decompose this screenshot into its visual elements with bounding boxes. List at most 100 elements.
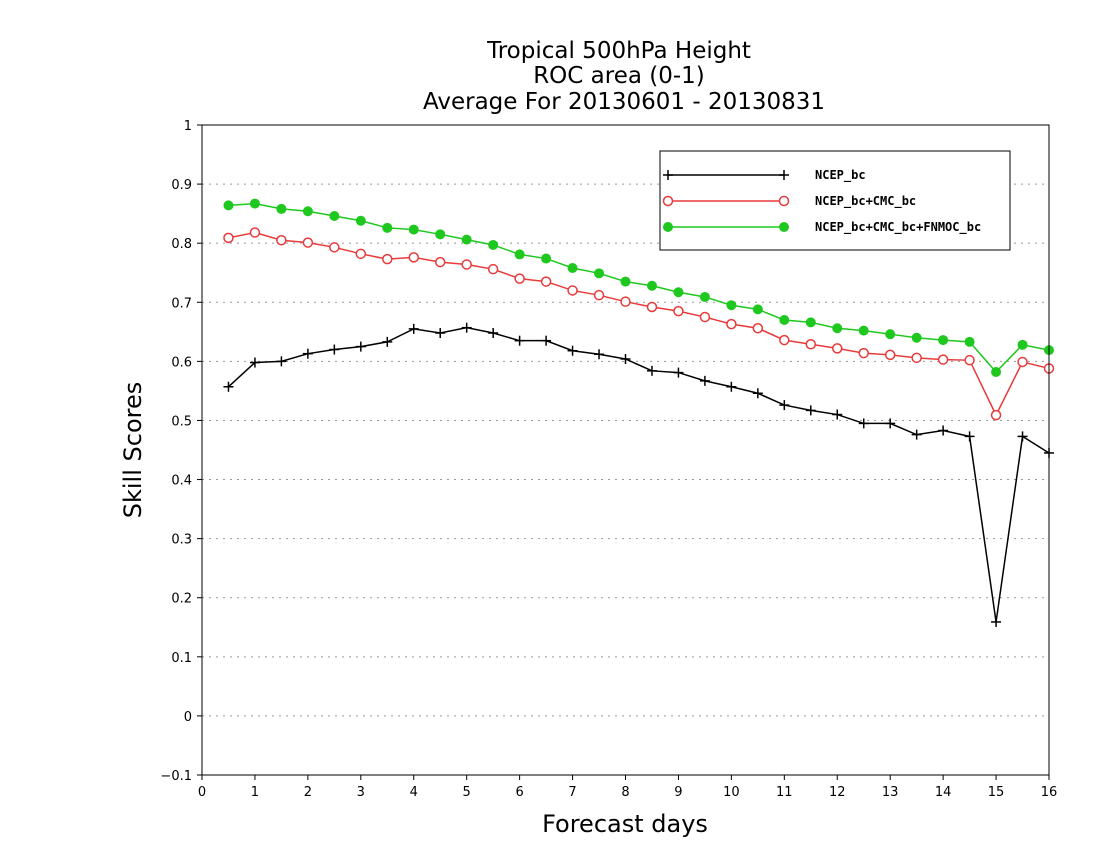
x-tick-label: 1 [251,785,259,800]
gridlines [202,183,1049,717]
data-point [620,354,631,364]
y-tick-label: 0.9 [171,178,192,193]
series-2 [223,227,1055,421]
y-tick-label: 0.7 [171,296,192,311]
data-point [752,323,764,334]
data-point [699,375,710,386]
data-point [858,325,869,336]
data-point [699,291,710,302]
title-line-3: Average For 20130601 - 20130831 [423,89,825,115]
data-point [805,338,817,350]
data-point [964,336,975,347]
data-point [885,418,896,429]
data-point [938,335,949,346]
data-point [726,381,737,392]
y-tick-label: 0 [184,710,192,725]
data-point [487,263,499,275]
data-point [567,285,578,296]
y-tick-label: −0.1 [160,769,192,784]
data-point [699,311,711,323]
data-point [779,334,790,346]
y-tick-label: 0.4 [171,474,192,489]
data-point [646,280,657,291]
x-tick-label: 7 [568,785,576,800]
y-tick-label: 0.3 [171,533,192,548]
data-point [594,268,605,279]
data-point [382,253,393,265]
x-tick-label: 10 [723,785,740,800]
x-tick-label: 9 [674,785,682,800]
data-point [1017,431,1028,442]
data-point [884,349,896,361]
data-point [911,332,922,343]
data-point [276,203,287,214]
legend-marker [778,195,790,207]
data-point [408,323,419,334]
y-tick-label: 0.5 [171,414,192,429]
x-tick-label: 13 [882,785,899,800]
data-point [620,276,631,287]
data-point [752,304,763,315]
data-point [779,400,790,411]
data-point [223,200,234,211]
data-point [329,211,340,221]
data-point [382,222,393,233]
data-point [249,357,260,368]
x-tick-label: 14 [935,785,952,800]
data-point [964,431,975,442]
data-point [249,227,261,238]
data-point [382,336,393,347]
data-point [832,343,843,354]
x-tick-label: 6 [515,785,523,800]
y-tick-label: 0.8 [171,237,192,252]
data-point [990,409,1002,421]
data-point [488,239,499,250]
x-tick-label: 12 [829,785,846,800]
data-point [911,352,922,364]
x-tick-label: 5 [463,785,471,800]
legend-label: NCEP_bc [815,168,866,183]
data-point [249,198,260,209]
data-point [435,328,446,338]
data-point [223,381,234,392]
data-point [1017,356,1028,368]
series-layer [223,198,1055,627]
data-point [434,256,446,268]
legend-label: NCEP_bc+CMC_bc+FNMOC_bc [815,220,981,235]
x-tick-label: 3 [357,785,365,800]
data-point [355,248,367,260]
data-point [858,418,869,429]
data-point [223,232,234,244]
x-tick-label: 8 [621,785,629,800]
data-point [302,206,313,217]
y-axis-label: Skill Scores [119,382,147,519]
legend-marker [663,170,673,180]
data-point [302,348,313,359]
data-point [991,616,1002,627]
legend-entry: NCEP_bc+CMC_bc+FNMOC_bc [663,220,981,235]
data-point [593,289,605,301]
data-point [435,229,446,240]
data-point [541,253,552,264]
data-point [355,341,366,352]
legend-label: NCEP_bc+CMC_bc [815,194,916,209]
data-point [408,224,419,235]
data-point [858,347,869,359]
data-point [329,344,340,355]
data-point [726,318,737,330]
series-line [228,231,1050,417]
data-point [646,365,657,376]
data-point [488,328,499,338]
data-point [302,237,314,248]
data-point [832,409,843,420]
legend-entry: NCEP_bc+CMC_bc [662,194,916,209]
y-tick-label: 0.2 [171,592,192,607]
x-tick-label: 0 [198,785,206,800]
data-point [276,356,287,367]
y-tick-label: 0.1 [171,651,192,666]
plot-frame [201,124,1050,776]
data-point [991,367,1002,377]
data-point [805,405,816,416]
x-axis-label: Forecast days [542,810,708,838]
x-tick-label: 15 [988,785,1005,800]
